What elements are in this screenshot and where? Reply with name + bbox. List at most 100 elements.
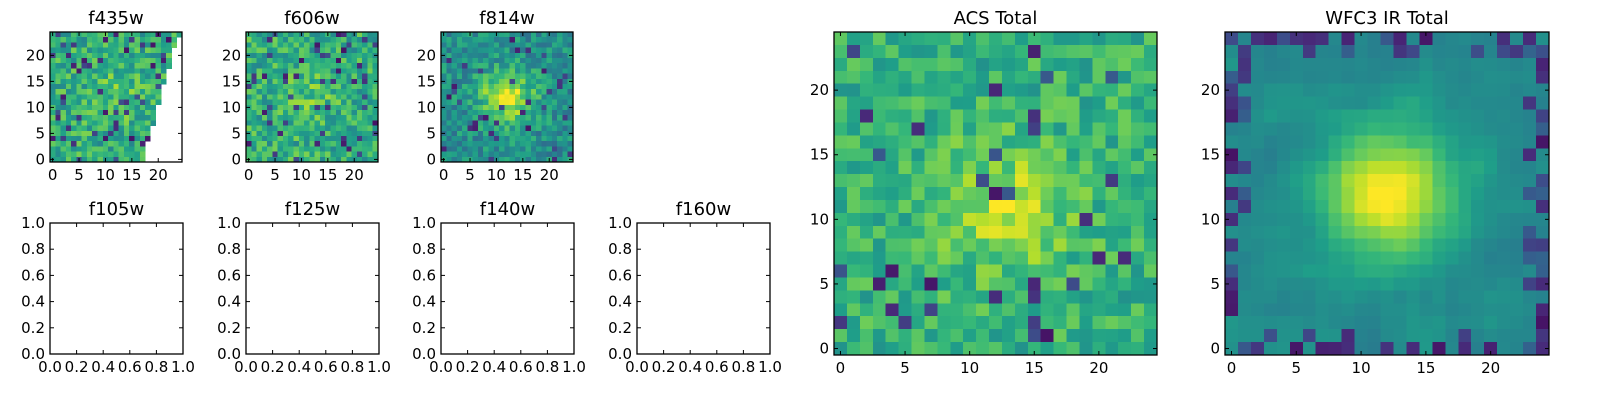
heatmap-cell (456, 99, 463, 106)
heatmap-cell (872, 238, 887, 253)
heatmap-cell (134, 151, 141, 158)
heatmap-cell (1354, 212, 1368, 227)
heatmap-cell (1105, 303, 1119, 317)
heatmap-cell (551, 47, 558, 54)
heatmap-cell (1144, 148, 1158, 162)
heatmap-cell (150, 89, 156, 95)
heatmap-cell (129, 52, 135, 59)
heatmap-cell (81, 52, 88, 59)
y-tick-label: 10 (222, 98, 241, 116)
heatmap-cell (493, 110, 500, 116)
heatmap-cell (1315, 83, 1330, 97)
heatmap-cell (314, 42, 321, 48)
heatmap-cell (319, 120, 326, 126)
heatmap-cell (123, 32, 130, 38)
heatmap-cell (1523, 174, 1537, 188)
heatmap-cell (1001, 316, 1016, 330)
heatmap-cell (1523, 135, 1537, 149)
heatmap-cell (1118, 316, 1132, 330)
heatmap-cell (1225, 122, 1239, 136)
heatmap-cell (1144, 70, 1158, 85)
heatmap-cell (1131, 187, 1145, 201)
heatmap-cell (963, 225, 977, 240)
heatmap-cell (282, 58, 289, 64)
heatmap-cell (1225, 342, 1239, 356)
heatmap-cell (1536, 342, 1550, 356)
heatmap-cell (304, 84, 310, 90)
heatmap-cell (1406, 290, 1420, 304)
heatmap-cell (1092, 83, 1106, 97)
heatmap-cell (989, 316, 1003, 330)
heatmap-cell (1092, 57, 1106, 72)
heatmap-cell (76, 52, 83, 59)
heatmap-cell (1105, 70, 1119, 85)
heatmap-cell (50, 58, 56, 64)
heatmap-cell (256, 141, 263, 147)
heatmap-cell (846, 32, 861, 46)
heatmap-cell (1536, 199, 1550, 214)
heatmap-cell (541, 130, 547, 137)
y-tick-label: 5 (426, 124, 436, 142)
heatmap-cell (467, 84, 474, 90)
heatmap-cell (362, 89, 368, 95)
heatmap-cell (251, 52, 257, 59)
heatmap-cell (102, 136, 109, 142)
heatmap-cell (1406, 161, 1420, 175)
heatmap-cell (1328, 277, 1343, 291)
heatmap-cell (488, 32, 495, 38)
heatmap-cell (134, 115, 141, 121)
heatmap-cell (1014, 148, 1029, 162)
heatmap-cell (330, 125, 337, 132)
heatmap-cell (118, 146, 125, 152)
heatmap-cell (872, 251, 887, 265)
heatmap-cell (1341, 251, 1355, 265)
heatmap-cell (872, 109, 887, 123)
heatmap-cell (160, 37, 167, 43)
heatmap-cell (139, 104, 146, 111)
heatmap-cell (499, 130, 505, 137)
heatmap-cell (1263, 122, 1278, 136)
heatmap-cell (1432, 238, 1446, 253)
heatmap-cell (1341, 148, 1355, 162)
heatmap-cell (1536, 174, 1550, 188)
heatmap-cell (504, 47, 511, 54)
heatmap-cell (65, 99, 72, 106)
heatmap-cell (1523, 264, 1537, 278)
heatmap-cell (1341, 122, 1355, 136)
heatmap-cell (123, 130, 130, 137)
heatmap-cell (71, 32, 77, 38)
heatmap-cell (298, 94, 305, 100)
heatmap-cell (304, 89, 310, 95)
heatmap-cell (462, 52, 468, 59)
heatmap-cell (319, 47, 326, 54)
heatmap-cell (859, 303, 874, 317)
heatmap-cell (145, 78, 151, 85)
heatmap-cell (118, 99, 125, 106)
y-tick-label: 20 (810, 81, 829, 99)
heatmap-cell (483, 94, 489, 100)
heatmap-cell (1276, 277, 1291, 291)
heatmap-cell (1406, 199, 1420, 214)
heatmap-cell (309, 94, 316, 100)
heatmap-cell (267, 146, 273, 152)
heatmap-cell (462, 125, 468, 132)
heatmap-cell (456, 94, 463, 100)
heatmap-cell (885, 316, 899, 330)
heatmap-cell (462, 115, 468, 121)
heatmap-cell (1053, 109, 1067, 123)
heatmap-cell (456, 37, 463, 43)
heatmap-cell (1237, 251, 1252, 265)
y-tick-label: 0.0 (21, 345, 45, 363)
heatmap-cell (514, 89, 521, 95)
heatmap-cell (462, 94, 468, 100)
heatmap-cell (314, 63, 321, 69)
heatmap-cell (1053, 238, 1067, 253)
heatmap-cell (282, 89, 289, 95)
heatmap-cell (1001, 174, 1016, 188)
heatmap-cell (351, 42, 358, 48)
x-tick-label: 10 (1352, 359, 1371, 377)
heatmap-cell (1445, 199, 1459, 214)
heatmap-cell (872, 122, 887, 136)
heatmap-cell (76, 99, 83, 106)
heatmap-cell (145, 89, 151, 95)
